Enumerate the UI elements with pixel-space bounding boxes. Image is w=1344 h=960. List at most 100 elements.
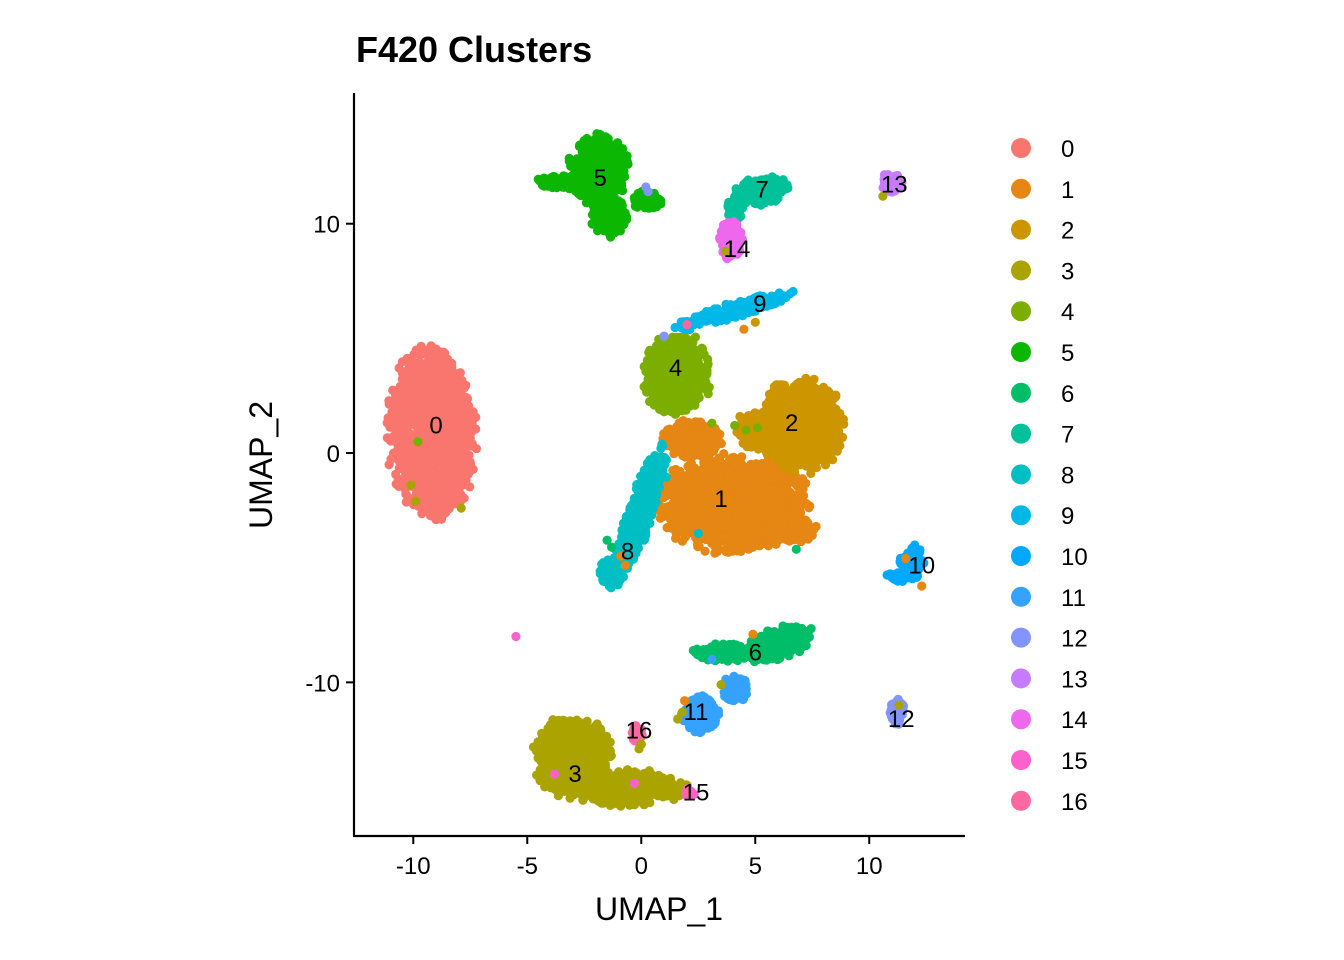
cluster-0-point: [451, 398, 461, 408]
cluster-0-point: [449, 382, 459, 392]
cluster-2-point: [792, 397, 803, 407]
cluster-1-point: [760, 472, 771, 482]
cluster-1-point: [673, 446, 683, 456]
cluster-3-point: [607, 784, 618, 794]
cluster-0-point: [412, 366, 422, 376]
cluster-2-point: [753, 440, 763, 451]
cluster-3-point: [593, 757, 603, 767]
cluster-1-point: [684, 481, 695, 491]
cluster-3-point: [605, 737, 615, 747]
cluster-1-point: [790, 490, 801, 500]
cluster-0-point: [392, 409, 402, 419]
cluster-3-point: [552, 754, 562, 764]
cluster-0-point: [438, 361, 448, 371]
cluster-1-point: [762, 464, 772, 474]
cluster-1-point: [672, 524, 682, 534]
cluster-3-point: [576, 718, 586, 728]
cluster-0-point: [398, 367, 408, 378]
cluster-1-point: [683, 461, 693, 471]
cluster-1-point: [690, 417, 701, 427]
cluster-1-point: [731, 516, 741, 526]
cluster-2-point: [828, 455, 838, 465]
cluster-3-point: [659, 784, 669, 794]
cluster-2-point: [821, 409, 832, 419]
cluster-2-point: [787, 462, 798, 473]
cluster-1-point: [777, 520, 787, 530]
cluster-1-point: [695, 466, 705, 476]
cluster-2-point: [790, 388, 800, 399]
cluster-0-point: [395, 459, 405, 469]
cluster-1-point: [693, 485, 703, 495]
cluster-2-point: [807, 399, 817, 409]
cluster-2-point: [832, 446, 842, 456]
cluster-0-point: [445, 455, 455, 465]
cluster-0-point: [465, 457, 475, 467]
cluster-2-point: [769, 434, 780, 444]
cluster-0-point: [459, 493, 469, 503]
cluster-0-point: [441, 411, 451, 421]
cluster-0-point: [462, 427, 472, 437]
cluster-0-point: [407, 460, 418, 470]
cluster-1-point: [782, 480, 793, 490]
cluster-0-point: [443, 404, 453, 414]
cluster-1-point: [714, 438, 724, 448]
cluster-1-point: [746, 515, 757, 525]
cluster-0-point: [449, 422, 459, 432]
cluster-3-point: [539, 758, 549, 768]
cluster-0-point: [415, 482, 425, 492]
cluster-0-point: [408, 411, 418, 421]
cluster-0-point: [393, 474, 403, 484]
cluster-1-point: [680, 422, 690, 432]
cluster-3-point: [574, 743, 585, 753]
cluster-1-point: [788, 519, 798, 530]
cluster-2-point: [792, 453, 802, 464]
cluster-3-point: [577, 790, 587, 800]
cluster-1-point: [670, 426, 680, 436]
cluster-0-point: [407, 444, 417, 454]
cluster-1-point: [679, 508, 689, 518]
cluster-1-point: [686, 499, 697, 509]
cluster-0-point: [465, 482, 475, 492]
cluster-1-point: [689, 442, 699, 452]
cluster-0-point: [434, 352, 444, 362]
cluster-0-point: [412, 403, 422, 414]
cluster-0-point: [390, 422, 400, 432]
cluster-0-point: [432, 445, 442, 456]
cluster-2-point: [808, 435, 819, 445]
cluster-0-point: [454, 470, 464, 480]
cluster-0-point: [412, 467, 422, 477]
cluster-3-point: [592, 734, 602, 744]
cluster-1-point: [750, 538, 760, 548]
cluster-1-point: [693, 517, 703, 527]
cluster-0-point: [440, 395, 450, 405]
cluster-1-point: [712, 520, 722, 530]
cluster-3-point: [559, 716, 569, 726]
cluster-3-point: [595, 794, 605, 804]
cluster-1-point: [749, 483, 759, 493]
chart-title: F420 Clusters: [356, 29, 592, 70]
cluster-0-point: [431, 394, 441, 404]
cluster-1-point: [768, 495, 779, 505]
cluster-2-point: [828, 432, 838, 442]
cluster-2-point: [807, 457, 817, 468]
cluster-3-point: [551, 781, 562, 791]
cluster-0-point: [421, 492, 431, 502]
cluster-1-point: [725, 466, 735, 476]
cluster-0-point: [450, 391, 460, 402]
cluster-0-point: [390, 394, 400, 404]
cluster-2-point: [837, 432, 848, 442]
cluster-0-point: [423, 404, 434, 414]
cluster-0-point: [395, 438, 405, 448]
cluster-1-point: [751, 527, 762, 537]
cluster-1-point: [710, 466, 720, 476]
cluster-0-point: [422, 345, 432, 355]
cluster-1-point: [729, 454, 739, 464]
cluster-1-point: [691, 430, 702, 440]
cluster-0-point: [415, 350, 425, 360]
cluster-1-point: [737, 508, 747, 518]
cluster-3-point: [630, 767, 640, 777]
cluster-0-point: [424, 471, 434, 481]
cluster-0-point: [415, 373, 425, 384]
cluster-1-point: [698, 450, 708, 460]
cluster-3-point: [598, 775, 608, 786]
